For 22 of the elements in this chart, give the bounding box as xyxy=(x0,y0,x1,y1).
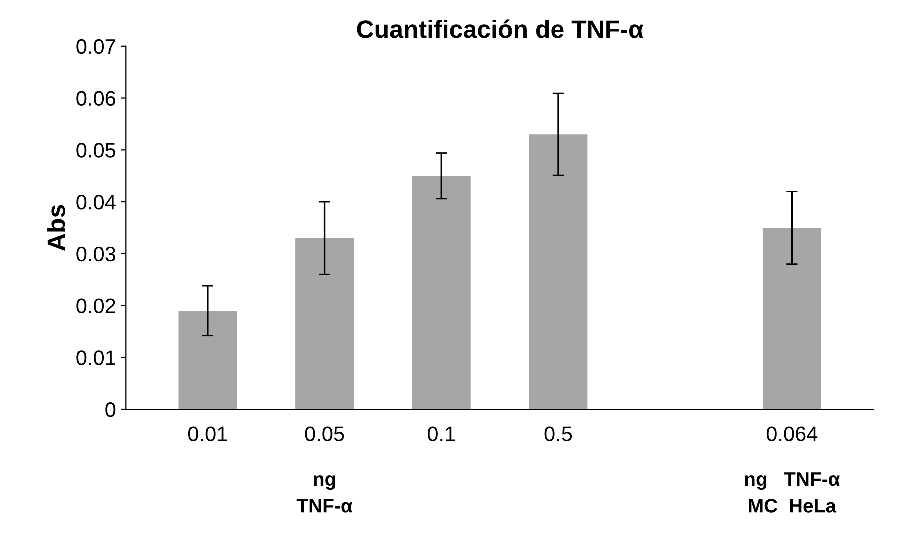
y-tick-label: 0.05 xyxy=(76,143,116,158)
y-tick-label: 0.07 xyxy=(76,39,116,54)
chart-title: Cuantificación de TNF-α xyxy=(357,20,644,38)
x-tick-label: 0.01 xyxy=(188,426,228,442)
y-tick-label: 0.03 xyxy=(76,246,116,262)
bar xyxy=(529,134,588,410)
y-tick-label: 0 xyxy=(106,402,116,418)
y-tick-label: 0.01 xyxy=(76,350,116,366)
bar xyxy=(762,228,822,410)
y-axis-title: Abs xyxy=(47,205,66,251)
y-tick-label: 0.06 xyxy=(76,91,116,106)
bar xyxy=(412,176,471,410)
text: ng TNF-α MC HeLa xyxy=(745,472,840,513)
x-tick-label: 0.5 xyxy=(544,426,572,442)
bar xyxy=(178,310,238,410)
y-tick-label: 0.02 xyxy=(76,298,116,314)
x-tick-label: 0.1 xyxy=(428,426,456,442)
bar xyxy=(296,238,354,410)
y-tick-label: 0.04 xyxy=(76,195,116,210)
text: ng TNF-α xyxy=(296,476,353,513)
x-tick-label: 0.05 xyxy=(305,426,344,442)
x-tick-label: 0.064 xyxy=(766,426,818,442)
